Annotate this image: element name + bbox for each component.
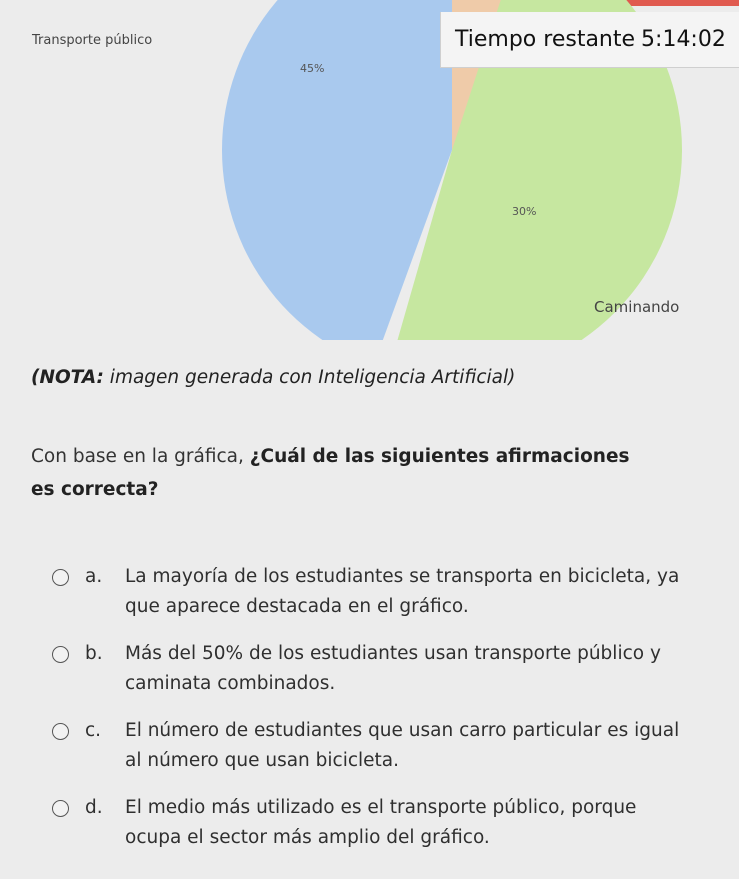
timer-value: 5:14:02 bbox=[641, 27, 726, 52]
radio-button-d[interactable] bbox=[52, 800, 69, 817]
option-letter-b: b. bbox=[85, 643, 103, 664]
option-a[interactable]: a. La mayoría de los estudiantes se tran… bbox=[52, 562, 692, 622]
note-text: imagen generada con Inteligencia Artific… bbox=[103, 367, 516, 388]
pct-label-caminando: 30% bbox=[512, 205, 537, 218]
option-text-b: Más del 50% de los estudiantes usan tran… bbox=[125, 643, 661, 694]
note-prefix: (NOTA: bbox=[31, 367, 104, 388]
radio-button-c[interactable] bbox=[52, 723, 69, 740]
pie-slice-transporte-publico bbox=[222, 0, 453, 340]
legend-label-caminando: Caminando bbox=[594, 298, 680, 316]
radio-button-a[interactable] bbox=[52, 569, 69, 586]
option-b[interactable]: b. Más del 50% de los estudiantes usan t… bbox=[52, 639, 692, 699]
question-bold: ¿Cuál de las siguientes afirmaciones es … bbox=[31, 446, 630, 500]
question-text: Con base en la gráfica, ¿Cuál de las sig… bbox=[31, 440, 631, 506]
radio-button-b[interactable] bbox=[52, 646, 69, 663]
option-d[interactable]: d. El medio más utilizado es el transpor… bbox=[52, 793, 692, 853]
option-text-d: El medio más utilizado es el transporte … bbox=[125, 797, 637, 848]
pie-chart: Transporte público Caminando 45% 30% bbox=[0, 0, 739, 340]
option-letter-d: d. bbox=[85, 797, 103, 818]
legend-label-transporte: Transporte público bbox=[32, 33, 153, 48]
option-text-c: El número de estudiantes que usan carro … bbox=[125, 720, 680, 771]
timer-label: Tiempo restante bbox=[455, 27, 636, 52]
time-remaining: Tiempo restante 5:14:02 bbox=[440, 12, 739, 68]
option-c[interactable]: c. El número de estudiantes que usan car… bbox=[52, 716, 692, 776]
option-text-a: La mayoría de los estudiantes se transpo… bbox=[125, 566, 680, 617]
ai-note: (NOTA: imagen generada con Inteligencia … bbox=[31, 367, 515, 388]
option-letter-a: a. bbox=[85, 566, 103, 587]
question-intro: Con base en la gráfica, bbox=[31, 446, 250, 467]
pie-slice-caminando bbox=[397, 0, 682, 340]
option-letter-c: c. bbox=[85, 720, 102, 741]
pct-label-transporte: 45% bbox=[300, 62, 325, 75]
